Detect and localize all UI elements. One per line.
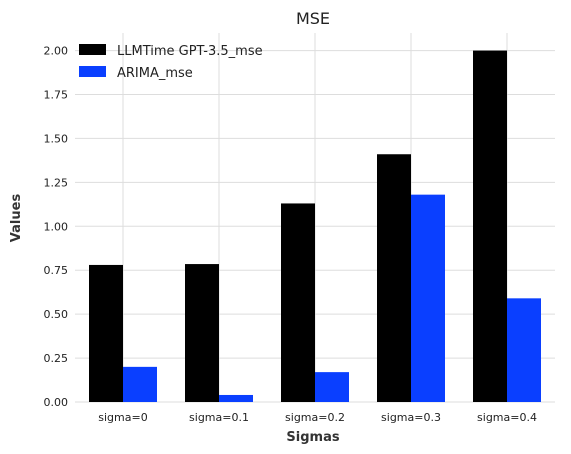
bar-llmtime-3	[377, 154, 411, 402]
x-tick-labels: sigma=0 sigma=0.1 sigma=0.2 sigma=0.3 sigma=…	[98, 411, 537, 424]
bar-arima-0	[123, 366, 157, 402]
x-tick-label: sigma=0	[98, 411, 147, 424]
bar-arima-4	[507, 298, 541, 402]
y-tick-labels: 0.00 0.25 0.50 0.75 1.00 1.25 1.50 1.75 2.00	[44, 45, 69, 409]
legend: LLMTime GPT-3.5_mse ARIMA_mse	[79, 44, 263, 81]
x-tick-label: sigma=0.4	[477, 411, 537, 424]
bar-arima-1	[219, 394, 253, 402]
bar-llmtime-0	[89, 264, 123, 402]
bar-arima-3	[411, 194, 445, 402]
x-axis-title: Sigmas	[286, 430, 339, 445]
bar-llmtime-4	[473, 50, 507, 402]
y-tick-label: 0.50	[44, 308, 69, 321]
legend-swatch	[79, 66, 106, 77]
bar-arima-2	[315, 372, 349, 402]
bars	[89, 50, 541, 402]
bar-llmtime-1	[185, 264, 219, 402]
y-tick-label: 0.25	[44, 352, 69, 365]
y-tick-label: 2.00	[44, 45, 69, 58]
chart-title: MSE	[296, 9, 330, 28]
y-tick-label: 0.00	[44, 396, 69, 409]
legend-swatch	[79, 44, 106, 55]
x-tick-label: sigma=0.1	[189, 411, 249, 424]
x-tick-label: sigma=0.2	[285, 411, 345, 424]
x-tick-label: sigma=0.3	[381, 411, 441, 424]
bar-llmtime-2	[281, 203, 315, 402]
legend-label: LLMTime GPT-3.5_mse	[117, 44, 263, 59]
y-tick-label: 1.25	[44, 176, 69, 189]
legend-label: ARIMA_mse	[117, 66, 193, 81]
y-tick-label: 0.75	[44, 264, 69, 277]
y-tick-label: 1.75	[44, 89, 69, 102]
y-tick-label: 1.50	[44, 132, 69, 145]
y-axis-title: Values	[9, 194, 24, 243]
y-tick-label: 1.00	[44, 220, 69, 233]
